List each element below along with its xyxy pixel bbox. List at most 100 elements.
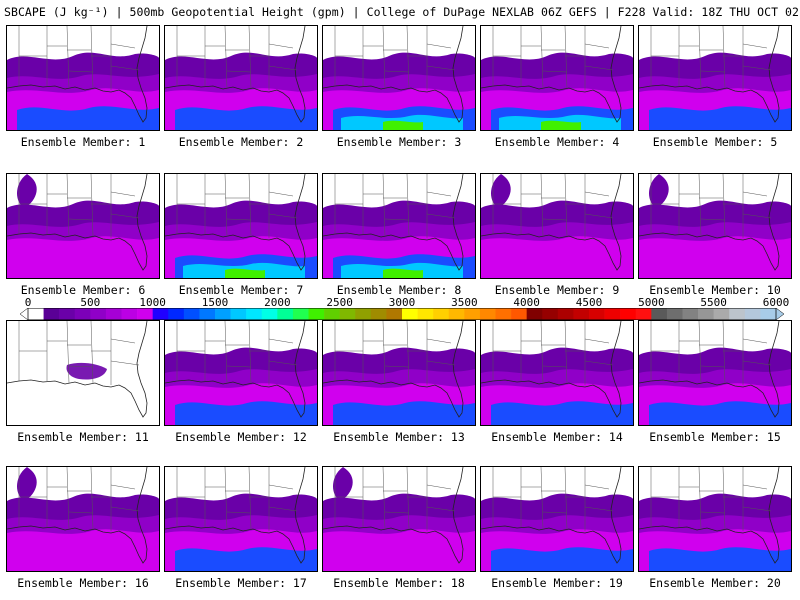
state-border — [406, 321, 410, 384]
coastline — [7, 321, 148, 418]
state-border — [700, 365, 726, 368]
state-border — [584, 191, 610, 197]
state-border — [226, 511, 252, 514]
colorbar-tick-label: 1500 — [201, 296, 229, 309]
state-border — [66, 26, 70, 89]
state-border — [426, 191, 452, 197]
coastline — [323, 174, 464, 271]
ensemble-member-label: Ensemble Member: 7 — [178, 283, 304, 297]
state-border — [564, 467, 568, 530]
state-border — [268, 191, 294, 197]
colorbar-segment — [573, 308, 590, 320]
cape-shading — [491, 547, 633, 571]
colorbar-tick-label: 500 — [80, 296, 101, 309]
state-border — [698, 174, 702, 237]
state-border — [698, 26, 702, 89]
colorbar-segment — [292, 308, 309, 320]
colorbar-segment — [215, 308, 231, 320]
cape-colorbar — [20, 308, 784, 320]
state-border — [224, 467, 228, 530]
colorbar-segment — [261, 308, 278, 320]
colorbar-segment — [433, 308, 450, 320]
ensemble-member-label: Ensemble Member: 15 — [649, 430, 781, 444]
ensemble-panel — [322, 320, 476, 426]
state-border — [226, 218, 252, 221]
state-border — [110, 43, 136, 49]
ensemble-member-label: Ensemble Member: 12 — [175, 430, 307, 444]
state-border — [722, 26, 726, 89]
coastline — [7, 26, 148, 123]
state-border — [742, 506, 772, 512]
cape-shading — [225, 268, 265, 278]
cape-map — [639, 26, 791, 130]
colorbar-segment — [74, 308, 91, 320]
state-border — [426, 484, 452, 490]
ensemble-panel — [164, 466, 318, 572]
ensemble-panel — [164, 320, 318, 426]
colorbar-segment — [511, 308, 527, 320]
cape-shading — [649, 106, 791, 130]
state-border — [584, 360, 614, 366]
ensemble-panel — [6, 25, 160, 131]
colorbar-segment — [589, 308, 605, 320]
coastline — [639, 26, 780, 123]
state-border — [384, 511, 410, 514]
ensemble-member-label: Ensemble Member: 13 — [333, 430, 465, 444]
colorbar-segment — [246, 308, 263, 320]
colorbar-segment — [105, 308, 122, 320]
cape-shading — [383, 120, 423, 130]
coastline — [7, 467, 148, 564]
coastline — [639, 321, 780, 418]
colorbar-segment — [199, 308, 216, 320]
colorbar-segment — [713, 308, 730, 320]
coastline — [481, 26, 622, 123]
ensemble-member-label: Ensemble Member: 9 — [494, 283, 620, 297]
coastline — [165, 174, 306, 271]
ensemble-panel — [638, 466, 792, 572]
colorbar-tick-label: 3000 — [388, 296, 416, 309]
state-border — [426, 360, 456, 366]
colorbar-segment — [729, 308, 746, 320]
state-border — [66, 467, 70, 530]
state-border — [700, 218, 726, 221]
state-border — [584, 338, 610, 344]
state-border — [224, 174, 228, 237]
state-border — [584, 484, 610, 490]
state-border — [110, 484, 136, 490]
state-border — [584, 213, 614, 219]
state-border — [542, 70, 568, 73]
cape-map — [323, 174, 475, 278]
state-border — [542, 511, 568, 514]
colorbar-segment — [448, 308, 465, 320]
coastline — [481, 467, 622, 564]
state-border — [426, 338, 452, 344]
state-border — [564, 174, 568, 237]
ensemble-member-label: Ensemble Member: 10 — [649, 283, 781, 297]
state-border — [110, 360, 140, 366]
cape-shading — [639, 236, 791, 278]
ensemble-member-label: Ensemble Member: 4 — [494, 135, 620, 149]
colorbar-segment — [604, 308, 621, 320]
colorbar-segment — [121, 308, 138, 320]
colorbar-segment — [339, 308, 356, 320]
state-border — [700, 70, 726, 73]
ensemble-member-label: Ensemble Member: 18 — [333, 576, 465, 590]
state-border — [406, 174, 410, 237]
colorbar-tick-label: 3500 — [451, 296, 478, 309]
state-border — [382, 174, 386, 237]
cape-map — [323, 321, 475, 425]
cape-map — [7, 174, 159, 278]
coastline — [165, 467, 306, 564]
state-border — [698, 467, 702, 530]
colorbar-outline — [27, 308, 777, 320]
state-border — [66, 174, 70, 237]
coastline — [323, 26, 464, 123]
cape-shading — [333, 467, 353, 501]
state-border — [110, 213, 140, 219]
colorbar-segment — [324, 308, 340, 320]
state-border — [268, 65, 298, 71]
cape-map — [481, 174, 633, 278]
state-border — [248, 467, 252, 530]
state-border — [540, 174, 544, 237]
state-border — [742, 338, 768, 344]
